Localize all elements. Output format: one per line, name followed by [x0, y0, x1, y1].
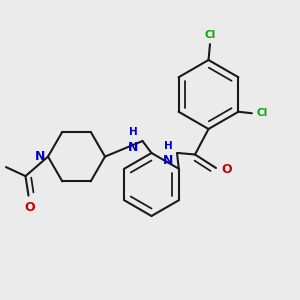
Text: H: H [129, 127, 138, 137]
Text: Cl: Cl [256, 108, 268, 118]
Text: H: H [164, 141, 173, 151]
Text: N: N [35, 150, 46, 163]
Text: N: N [163, 154, 173, 167]
Text: Cl: Cl [204, 30, 216, 40]
Text: O: O [25, 201, 35, 214]
Text: O: O [221, 163, 232, 176]
Text: N: N [128, 141, 138, 154]
